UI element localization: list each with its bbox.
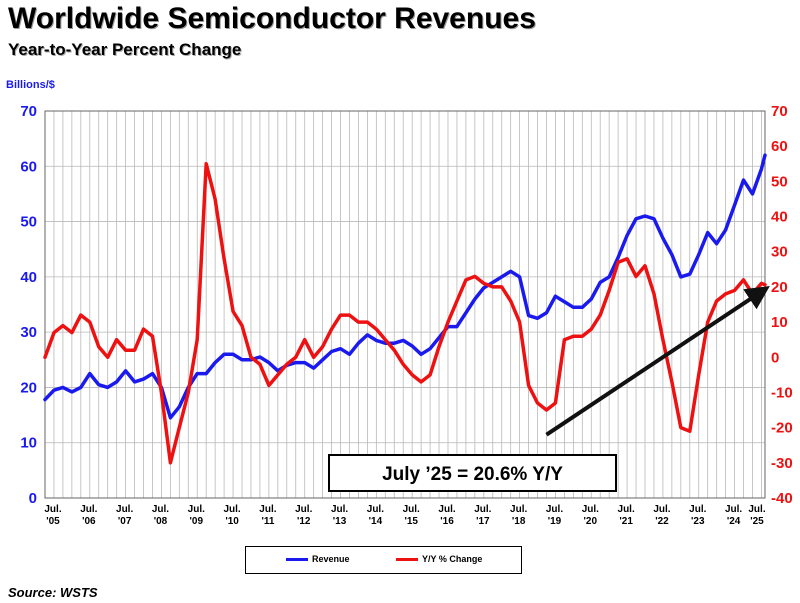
x-tick-year: '24 (727, 516, 741, 527)
callout-text: July ’25 = 20.6% Y/Y (382, 464, 563, 485)
x-tick-year: '13 (333, 516, 347, 527)
x-tick-year: '23 (691, 516, 705, 527)
right-tick-label: -10 (771, 384, 793, 401)
x-tick-year: '10 (225, 516, 239, 527)
right-tick-label: 40 (771, 209, 788, 226)
legend-label-yoy: Y/Y % Change (422, 554, 483, 564)
x-tick-year: '17 (476, 516, 490, 527)
x-tick-year: '25 (750, 516, 764, 527)
series-line-yoy (43, 162, 767, 465)
chart-subtitle: Year-to-Year Percent Change (8, 40, 242, 59)
x-tick-month: Jul. (295, 504, 312, 515)
x-tick-month: Jul. (80, 504, 97, 515)
left-tick-label: 0 (29, 490, 37, 507)
x-tick-year: '19 (548, 516, 562, 527)
left-tick-label: 10 (20, 435, 37, 452)
annotation-layer: July ’25 = 20.6% Y/Y (328, 285, 770, 492)
x-tick-year: '06 (82, 516, 96, 527)
x-tick-month: Jul. (223, 504, 240, 515)
x-tick-year: '16 (440, 516, 454, 527)
left-tick-label: 50 (20, 214, 37, 231)
x-tick-month: Jul. (725, 504, 742, 515)
x-tick-year: '07 (118, 516, 132, 527)
x-tick-month: Jul. (331, 504, 348, 515)
x-tick-year: '15 (404, 516, 418, 527)
x-tick-month: Jul. (188, 504, 205, 515)
x-tick-month: Jul. (474, 504, 491, 515)
series-line-revenue (43, 153, 767, 420)
legend-item-revenue: Revenue (286, 554, 350, 564)
x-tick-year: '05 (46, 516, 60, 527)
x-tick-month: Jul. (116, 504, 133, 515)
right-tick-label: -20 (771, 420, 793, 437)
right-tick-label: 70 (771, 103, 788, 120)
left-axis-ticks: 0 10 20 30 40 50 60 70 (20, 103, 37, 507)
left-tick-label: 30 (20, 324, 37, 341)
right-tick-label: 0 (771, 349, 779, 366)
x-tick-month: Jul. (546, 504, 563, 515)
x-tick-year: '08 (154, 516, 168, 527)
trend-arrow (545, 285, 770, 437)
right-tick-label: 30 (771, 244, 788, 261)
series-layer (43, 153, 767, 465)
right-tick-label: 50 (771, 173, 788, 190)
x-tick-month: Jul. (438, 504, 455, 515)
x-tick-month: Jul. (653, 504, 670, 515)
legend-swatch-yoy (396, 558, 418, 562)
x-tick-year: '09 (190, 516, 204, 527)
source-note: Source: WSTS (8, 585, 98, 600)
x-tick-month: Jul. (618, 504, 635, 515)
right-tick-label: -30 (771, 455, 793, 472)
x-tick-year: '22 (655, 516, 669, 527)
x-tick-month: Jul. (403, 504, 420, 515)
x-tick-year: '14 (369, 516, 383, 527)
x-tick-month: Jul. (44, 504, 61, 515)
x-tick-month: Jul. (367, 504, 384, 515)
chart-title: Worldwide Semiconductor Revenues (8, 2, 536, 35)
right-tick-label: 60 (771, 138, 788, 155)
left-tick-label: 40 (20, 269, 37, 286)
x-tick-year: '20 (584, 516, 598, 527)
right-tick-label: -40 (771, 490, 793, 507)
callout-box (328, 454, 617, 492)
x-tick-month: Jul. (152, 504, 169, 515)
x-tick-month: Jul. (259, 504, 276, 515)
x-tick-month: Jul. (689, 504, 706, 515)
legend-item-yoy: Y/Y % Change (396, 554, 482, 564)
x-tick-year: '21 (619, 516, 633, 527)
x-tick-year: '11 (261, 516, 274, 527)
left-tick-label: 20 (20, 379, 37, 396)
x-tick-month: Jul. (748, 504, 765, 515)
x-axis-ticks: Jul.'05Jul.'06Jul.'07Jul.'08Jul.'09Jul.'… (44, 504, 765, 527)
right-tick-label: 10 (771, 314, 788, 331)
x-tick-month: Jul. (510, 504, 527, 515)
x-tick-month: Jul. (582, 504, 599, 515)
right-axis-ticks: -40 -30 -20 -10 0 10 20 30 40 50 60 70 (771, 103, 793, 507)
chart-grid (44, 110, 766, 499)
left-axis-unit: Billions/$ (6, 79, 55, 91)
legend-label-revenue: Revenue (312, 554, 350, 564)
legend: Revenue Y/Y % Change (245, 546, 522, 574)
left-tick-label: 70 (20, 103, 37, 120)
x-tick-year: '18 (512, 516, 526, 527)
legend-swatch-revenue (286, 558, 308, 562)
right-tick-label: 20 (771, 279, 788, 296)
x-tick-year: '12 (297, 516, 311, 527)
left-tick-label: 60 (20, 158, 37, 175)
